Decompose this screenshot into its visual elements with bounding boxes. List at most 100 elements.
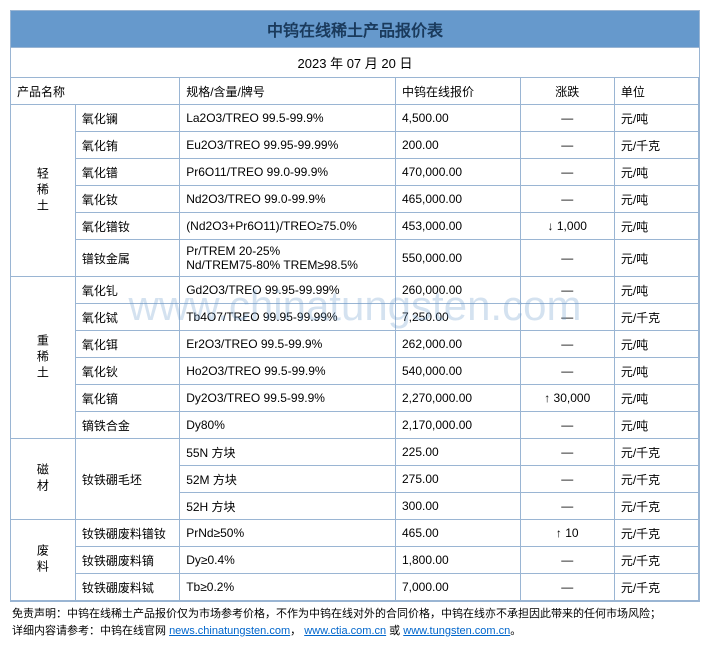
product-name-cell: 氧化钬 [75,358,179,385]
category-cell: 重稀土 [11,277,75,439]
unit-cell: 元/吨 [614,358,698,385]
unit-cell: 元/千克 [614,574,698,601]
change-cell: — [520,358,614,385]
table-row: 氧化镝Dy2O3/TREO 99.5-99.9%2,270,000.00↑ 30… [11,385,699,412]
price-cell: 300.00 [396,493,521,520]
disclaimer: 免责声明：中钨在线稀土产品报价仅为市场参考价格，不作为中钨在线对外的合同价格，中… [10,602,700,643]
table-row: 钕铁硼废料镝Dy≥0.4%1,800.00—元/千克 [11,547,699,574]
unit-cell: 元/吨 [614,159,698,186]
price-cell: 225.00 [396,439,521,466]
unit-cell: 元/千克 [614,493,698,520]
change-cell: ↑ 10 [520,520,614,547]
header-product: 产品名称 [11,78,180,105]
product-name-cell: 氧化铽 [75,304,179,331]
price-cell: 550,000.00 [396,240,521,277]
change-cell: — [520,159,614,186]
table-row: 氧化钬Ho2O3/TREO 99.5-99.9%540,000.00—元/吨 [11,358,699,385]
unit-cell: 元/吨 [614,186,698,213]
product-name-cell: 镨钕金属 [75,240,179,277]
link-ctia[interactable]: www.ctia.com.cn [304,625,386,637]
spec-cell: Dy≥0.4% [180,547,396,574]
unit-cell: 元/吨 [614,240,698,277]
change-cell: ↓ 1,000 [520,213,614,240]
price-cell: 7,250.00 [396,304,521,331]
spec-cell: 55N 方块 [180,439,396,466]
product-name-cell: 氧化铒 [75,331,179,358]
header-row: 产品名称 规格/含量/牌号 中钨在线报价 涨跌 单位 [11,78,699,105]
change-cell: — [520,240,614,277]
table-row: 氧化铕Eu2O3/TREO 99.95-99.99%200.00—元/千克 [11,132,699,159]
product-name-cell: 氧化钆 [75,277,179,304]
table-row: 钕铁硼废料铽Tb≥0.2%7,000.00—元/千克 [11,574,699,601]
header-spec: 规格/含量/牌号 [180,78,396,105]
table-title: 中钨在线稀土产品报价表 [11,11,699,48]
price-cell: 275.00 [396,466,521,493]
unit-cell: 元/千克 [614,466,698,493]
change-cell: — [520,304,614,331]
product-name-cell: 氧化镨钕 [75,213,179,240]
spec-cell: Pr6O11/TREO 99.0-99.9% [180,159,396,186]
unit-cell: 元/千克 [614,520,698,547]
change-cell: — [520,412,614,439]
change-cell: — [520,466,614,493]
spec-cell: Er2O3/TREO 99.5-99.9% [180,331,396,358]
table-row: 氧化钕Nd2O3/TREO 99.0-99.9%465,000.00—元/吨 [11,186,699,213]
change-cell: ↑ 30,000 [520,385,614,412]
spec-cell: 52M 方块 [180,466,396,493]
table-row: 镨钕金属Pr/TREM 20-25% Nd/TREM75-80% TREM≥98… [11,240,699,277]
unit-cell: 元/千克 [614,547,698,574]
price-cell: 465,000.00 [396,186,521,213]
price-cell: 1,800.00 [396,547,521,574]
change-cell: — [520,277,614,304]
category-cell: 轻稀土 [11,105,75,277]
table-date: 2023 年 07 月 20 日 [11,48,699,78]
product-name-cell: 氧化镝 [75,385,179,412]
spec-cell: PrNd≥50% [180,520,396,547]
spec-cell: La2O3/TREO 99.5-99.9% [180,105,396,132]
spec-cell: Ho2O3/TREO 99.5-99.9% [180,358,396,385]
change-cell: — [520,186,614,213]
header-change: 涨跌 [520,78,614,105]
change-cell: — [520,439,614,466]
disclaimer-text-2: 详细内容请参考：中钨在线官网 [12,625,169,637]
product-name-cell: 氧化镧 [75,105,179,132]
table-row: 氧化铽Tb4O7/TREO 99.95-99.99%7,250.00—元/千克 [11,304,699,331]
change-cell: — [520,547,614,574]
product-name-cell: 氧化钕 [75,186,179,213]
price-cell: 465.00 [396,520,521,547]
price-cell: 4,500.00 [396,105,521,132]
product-name-cell: 钕铁硼废料镝 [75,547,179,574]
price-cell: 262,000.00 [396,331,521,358]
price-table: 产品名称 规格/含量/牌号 中钨在线报价 涨跌 单位 轻稀土氧化镧La2O3/T… [11,78,699,601]
price-cell: 7,000.00 [396,574,521,601]
table-row: 废料钕铁硼废料镨钕PrNd≥50%465.00↑ 10元/千克 [11,520,699,547]
spec-cell: Tb4O7/TREO 99.95-99.99% [180,304,396,331]
unit-cell: 元/吨 [614,412,698,439]
change-cell: — [520,105,614,132]
link-news[interactable]: news.chinatungsten.com [169,625,290,637]
product-name-cell: 钕铁硼毛坯 [75,439,179,520]
category-cell: 废料 [11,520,75,601]
header-unit: 单位 [614,78,698,105]
spec-cell: Tb≥0.2% [180,574,396,601]
spec-cell: (Nd2O3+Pr6O11)/TREO≥75.0% [180,213,396,240]
product-name-cell: 钕铁硼废料镨钕 [75,520,179,547]
unit-cell: 元/千克 [614,304,698,331]
product-name-cell: 氧化铕 [75,132,179,159]
price-cell: 470,000.00 [396,159,521,186]
unit-cell: 元/吨 [614,213,698,240]
unit-cell: 元/吨 [614,277,698,304]
spec-cell: 52H 方块 [180,493,396,520]
spec-cell: Dy80% [180,412,396,439]
disclaimer-text-1: 免责声明：中钨在线稀土产品报价仅为市场参考价格，不作为中钨在线对外的合同价格，中… [12,608,661,620]
table-row: 氧化镨Pr6O11/TREO 99.0-99.9%470,000.00—元/吨 [11,159,699,186]
table-row: 轻稀土氧化镧La2O3/TREO 99.5-99.9%4,500.00—元/吨 [11,105,699,132]
price-cell: 540,000.00 [396,358,521,385]
table-row: 镝铁合金Dy80%2,170,000.00—元/吨 [11,412,699,439]
unit-cell: 元/吨 [614,105,698,132]
table-row: 氧化镨钕(Nd2O3+Pr6O11)/TREO≥75.0%453,000.00↓… [11,213,699,240]
link-tungsten[interactable]: www.tungsten.com.cn [403,625,510,637]
table-row: 磁材钕铁硼毛坯55N 方块225.00—元/千克 [11,439,699,466]
spec-cell: Eu2O3/TREO 99.95-99.99% [180,132,396,159]
unit-cell: 元/吨 [614,385,698,412]
